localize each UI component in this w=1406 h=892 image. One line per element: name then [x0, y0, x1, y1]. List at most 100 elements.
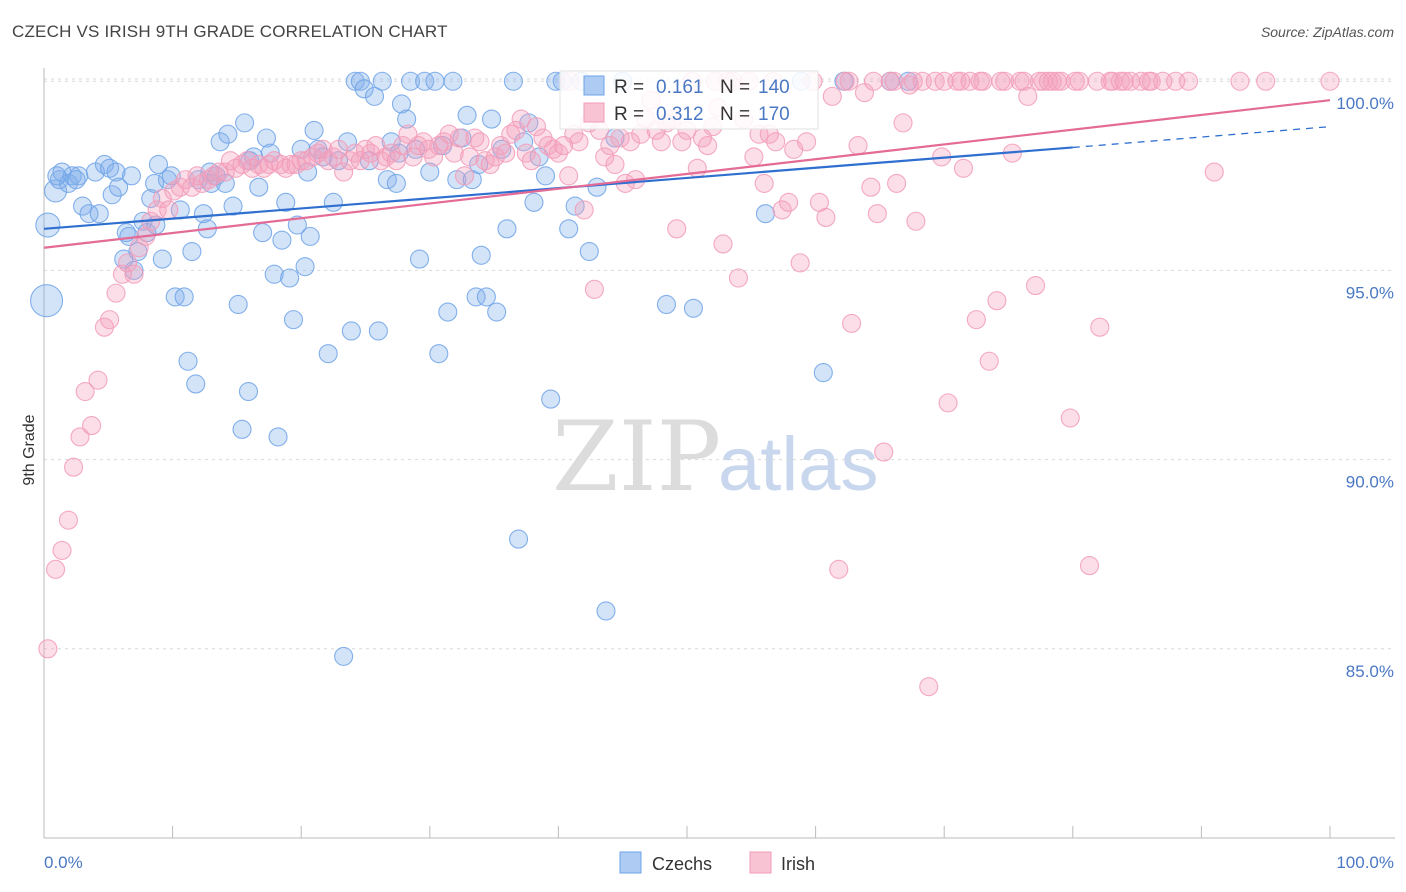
point-irish [232, 154, 252, 175]
legend-r-value-irish: 0.312 [656, 104, 704, 125]
point-irish [308, 143, 328, 163]
point-irish [475, 151, 495, 171]
point-irish [574, 200, 594, 220]
point-irish [744, 147, 764, 167]
point-irish [595, 147, 615, 167]
point-irish [861, 177, 881, 197]
point-czechs [579, 241, 599, 262]
y-tick-label: 95.0% [1346, 283, 1394, 302]
point-irish [204, 166, 224, 186]
point-irish [118, 253, 138, 273]
legend-r-value-czechs: 0.161 [656, 77, 704, 98]
point-czechs [249, 177, 269, 197]
watermark-atlas: atlas [718, 422, 879, 507]
point-irish [991, 71, 1011, 91]
legend-r-label-czechs: R = [614, 77, 644, 98]
point-irish [919, 677, 939, 697]
point-irish [334, 162, 354, 182]
legend-swatch-irish [583, 102, 605, 123]
point-irish [938, 393, 958, 413]
bottom-legend-label-irish: Irish [781, 854, 815, 874]
y-tick-label: 85.0% [1346, 662, 1394, 681]
legend-n-label-irish: N = [720, 104, 750, 125]
watermark-zip: ZIP [552, 401, 721, 513]
x-tick-label-max: 100.0% [1336, 853, 1394, 872]
point-czechs [186, 374, 206, 394]
point-czechs [268, 427, 288, 447]
point-irish [100, 310, 120, 330]
trend-lines [43, 99, 1331, 249]
point-irish [543, 139, 563, 159]
point-irish [1025, 276, 1046, 296]
point-irish [728, 268, 748, 288]
point-irish [291, 151, 311, 171]
legend-r-label-irish: R = [614, 104, 644, 125]
point-czechs [141, 188, 161, 209]
point-irish [465, 128, 485, 148]
point-irish [1256, 71, 1276, 91]
point-irish [829, 559, 849, 579]
point-irish [511, 109, 531, 129]
point-czechs [148, 154, 169, 175]
point-irish [903, 71, 923, 91]
point-czechs [503, 71, 523, 91]
y-tick-labels: 85.0% 90.0% 95.0% 100.0% [1336, 94, 1394, 681]
point-czechs [334, 646, 354, 666]
point-czechs [425, 71, 445, 91]
axes [43, 68, 1395, 839]
point-irish [559, 166, 579, 186]
point-irish [215, 162, 235, 182]
point-irish [424, 147, 444, 167]
point-czechs [193, 204, 214, 224]
point-irish [934, 71, 954, 91]
point-czechs [238, 381, 259, 402]
point-czechs [152, 249, 172, 269]
point-czechs [587, 177, 607, 197]
point-irish [1018, 86, 1038, 106]
point-czechs [79, 204, 99, 224]
point-irish [698, 136, 718, 156]
point-irish [403, 147, 423, 167]
point-czechs [559, 219, 579, 239]
point-irish [70, 427, 90, 447]
point-irish [605, 154, 625, 175]
point-czechs [415, 71, 435, 91]
point-czechs [210, 132, 230, 152]
point-irish [439, 124, 459, 144]
point-irish [444, 143, 464, 163]
point-irish [906, 211, 926, 231]
point-irish [754, 173, 774, 193]
point-irish [182, 177, 202, 197]
data-points [30, 71, 1340, 697]
point-czechs [218, 124, 238, 144]
point-irish [1131, 71, 1151, 91]
point-irish [64, 457, 84, 477]
point-irish [496, 143, 516, 163]
point-czechs [121, 166, 141, 186]
point-irish [1065, 71, 1085, 91]
point-irish [112, 264, 132, 284]
point-czechs [364, 86, 385, 106]
point-irish [538, 136, 558, 156]
point-irish [839, 71, 859, 91]
point-irish [966, 310, 986, 330]
point-irish [651, 132, 671, 152]
point-irish [797, 132, 817, 152]
point-czechs [223, 196, 243, 216]
point-irish [58, 510, 78, 530]
point-czechs [276, 192, 296, 212]
point-czechs [174, 287, 194, 307]
point-czechs [381, 132, 401, 152]
point-irish [842, 313, 862, 333]
point-irish [779, 192, 799, 212]
trend-line-irish [43, 99, 1331, 249]
point-czechs [596, 601, 616, 621]
point-irish [449, 128, 469, 148]
point-irish [874, 442, 894, 462]
point-irish [199, 170, 219, 190]
point-irish [106, 283, 126, 303]
point-irish [501, 124, 521, 144]
point-czechs [466, 287, 486, 307]
point-irish [1090, 317, 1110, 337]
point-czechs [755, 204, 775, 224]
